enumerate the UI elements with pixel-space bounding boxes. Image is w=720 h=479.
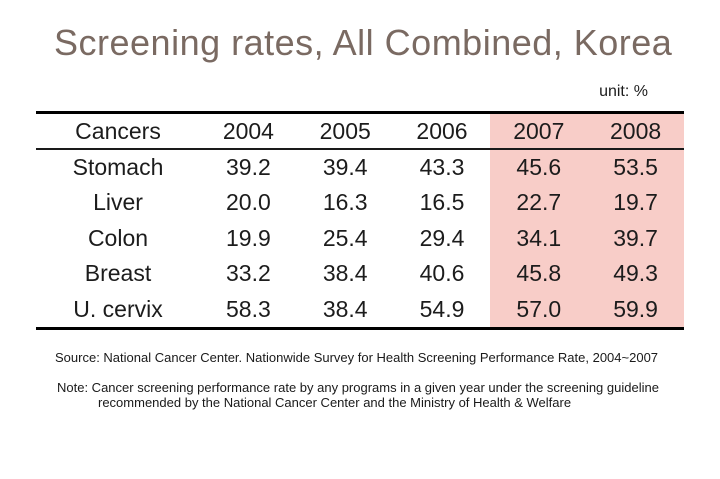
cell-value: 38.4 bbox=[322, 295, 368, 322]
cell-value-highlighted: 57.0 bbox=[490, 291, 588, 327]
slide-title: Screening rates, All Combined, Korea bbox=[54, 22, 673, 63]
cell-value-highlighted: 39.7 bbox=[587, 220, 684, 257]
table-row-u-cervix: U. cervix 58.3 38.4 54.9 57.0 59.9 bbox=[36, 291, 684, 327]
cell-value: 54.9 bbox=[419, 295, 465, 322]
header-2005: 2005 bbox=[319, 118, 371, 144]
cell-value-highlighted: 34.1 bbox=[490, 220, 588, 257]
cell-value-highlighted: 45.6 bbox=[490, 150, 588, 186]
cell-value-highlighted: 53.5 bbox=[587, 150, 684, 186]
footnote: Note: Cancer screening performance rate … bbox=[57, 380, 659, 410]
cell-value-highlighted: 59.9 bbox=[587, 291, 684, 327]
header-cancers: Cancers bbox=[75, 118, 161, 144]
header-2004: 2004 bbox=[222, 118, 274, 144]
cell-value: 38.4 bbox=[322, 260, 368, 287]
unit-label: unit: % bbox=[599, 83, 648, 100]
header-2008: 2008 bbox=[587, 114, 684, 148]
cell-value-highlighted: 22.7 bbox=[490, 185, 588, 221]
source-citation: Source: National Cancer Center. Nationwi… bbox=[55, 350, 659, 365]
table-row-liver: Liver 20.0 16.3 16.5 22.7 19.7 bbox=[36, 185, 684, 221]
cell-value: 39.2 bbox=[226, 154, 271, 180]
footnote-line-1: Note: Cancer screening performance rate … bbox=[57, 380, 659, 395]
cell-value-highlighted: 19.7 bbox=[587, 185, 684, 221]
cell-value: 19.9 bbox=[226, 224, 271, 251]
cell-value: 58.3 bbox=[226, 295, 271, 322]
cell-value-highlighted: 45.8 bbox=[490, 256, 588, 292]
table-row-colon: Colon 19.9 25.4 29.4 34.1 39.7 bbox=[36, 220, 684, 257]
header-2006: 2006 bbox=[416, 118, 468, 144]
table-row-stomach: Stomach 39.2 39.4 43.3 45.6 53.5 bbox=[36, 150, 684, 186]
table-header-row: Cancers 2004 2005 2006 2007 2008 bbox=[36, 114, 684, 150]
cell-value: 20.0 bbox=[226, 189, 271, 216]
row-label: Breast bbox=[84, 260, 152, 287]
cell-value: 29.4 bbox=[419, 224, 465, 251]
cell-value: 16.3 bbox=[322, 189, 368, 216]
row-label: Colon bbox=[87, 224, 149, 251]
row-label: Liver bbox=[93, 189, 143, 216]
cell-value: 43.3 bbox=[419, 154, 465, 180]
cell-value: 33.2 bbox=[226, 260, 271, 287]
cell-value: 16.5 bbox=[419, 189, 465, 216]
header-2007: 2007 bbox=[490, 114, 588, 148]
footnote-line-2: recommended by the National Cancer Cente… bbox=[98, 395, 572, 410]
cell-value: 39.4 bbox=[322, 154, 368, 180]
cell-value-highlighted: 49.3 bbox=[587, 256, 684, 292]
cell-value: 25.4 bbox=[322, 224, 368, 251]
table-row-breast: Breast 33.2 38.4 40.6 45.8 49.3 bbox=[36, 256, 684, 292]
row-label: Stomach bbox=[72, 154, 164, 180]
cell-value: 40.6 bbox=[419, 260, 465, 287]
screening-rates-table: Cancers 2004 2005 2006 2007 2008 Stomach… bbox=[36, 111, 684, 330]
row-label: U. cervix bbox=[73, 295, 163, 322]
